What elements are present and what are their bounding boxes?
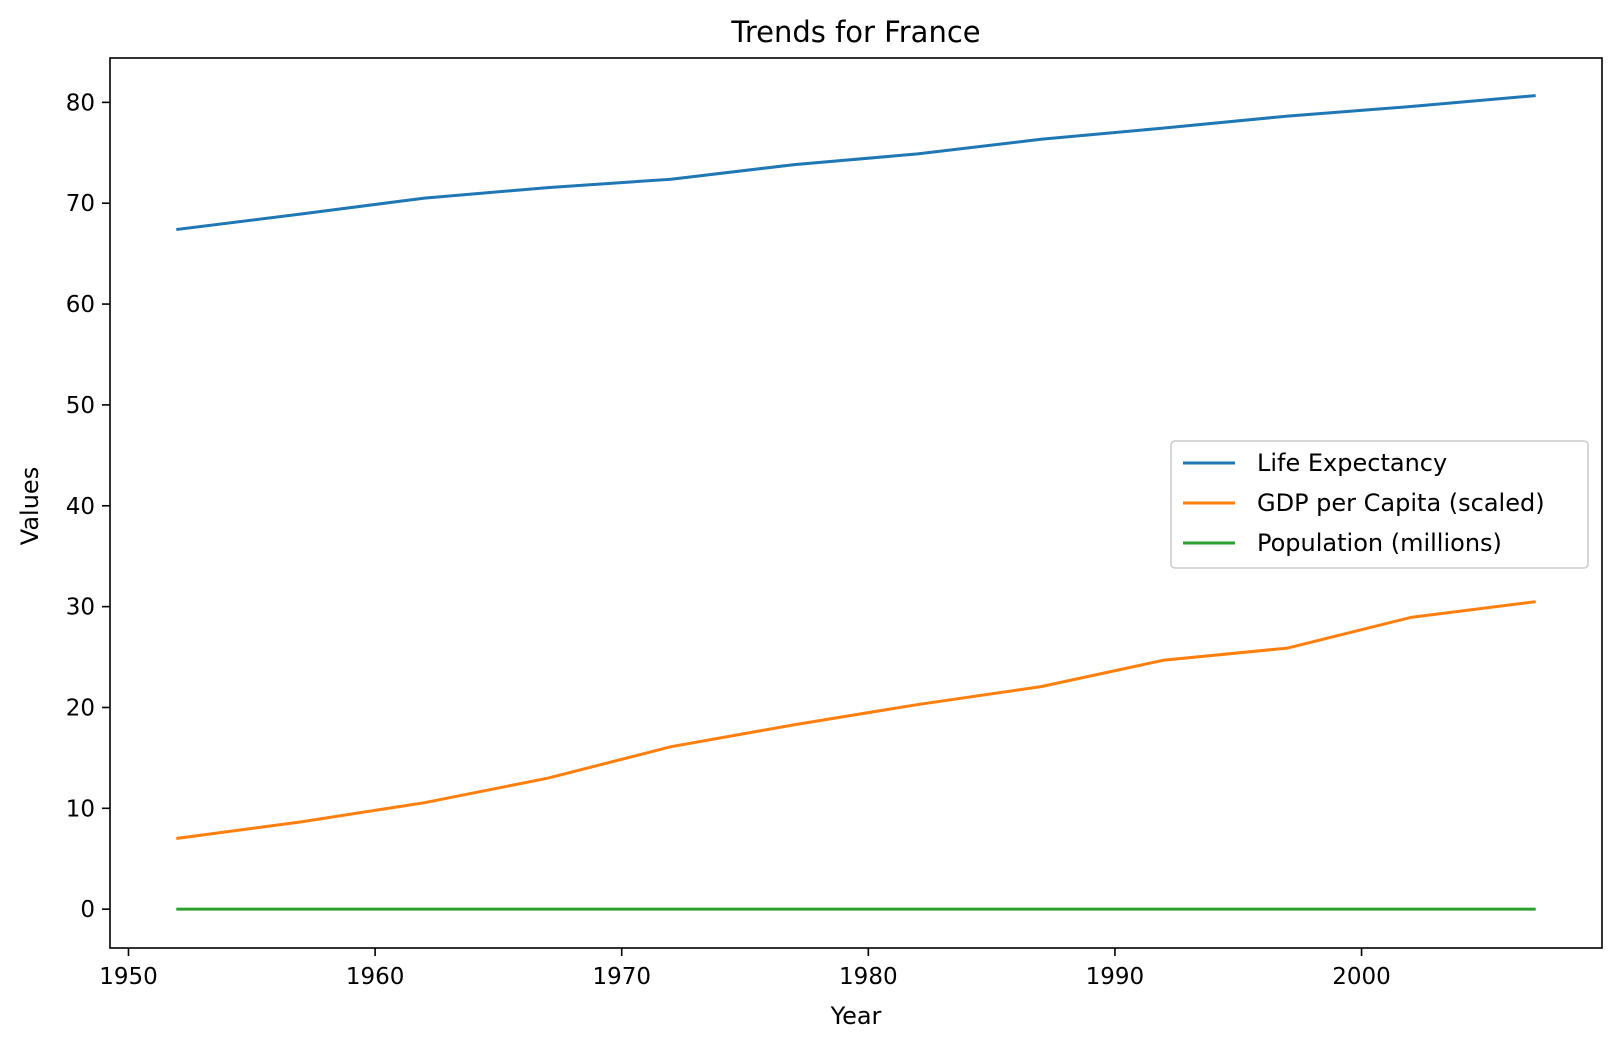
- legend-box: [1170, 440, 1589, 569]
- y-tick-label: 10: [66, 796, 95, 822]
- x-tick-label: 1970: [592, 964, 651, 990]
- series-line-2: [176, 600, 1536, 840]
- x-tick-label: 1950: [99, 964, 158, 990]
- axes-frame: [109, 57, 1603, 949]
- chart-title: Trends for France: [730, 15, 980, 49]
- x-tick-label: 1960: [346, 964, 405, 990]
- axes: 1950 1960 1970 1980 1990 2000 0 10 20 30 40 50 60 70 8…: [66, 57, 1603, 990]
- y-tick-label: 60: [66, 292, 95, 318]
- y-tick-label: 40: [66, 494, 95, 520]
- y-tick-label: 30: [66, 595, 95, 621]
- legend-label-2: GDP per Capita (scaled): [1257, 489, 1545, 517]
- legend-label-1: Life Expectancy: [1257, 449, 1447, 477]
- y-tick-label: 70: [66, 191, 95, 217]
- x-tick-label: 1980: [839, 964, 898, 990]
- y-tick-label: 80: [66, 90, 95, 116]
- y-axis-label: Values: [16, 467, 44, 545]
- x-tick-label: 1990: [1086, 964, 1145, 990]
- series-line-1: [176, 94, 1536, 232]
- y-tick-label: 50: [66, 393, 95, 419]
- x-tick-label: 2000: [1332, 964, 1391, 990]
- y-tick-label: 0: [80, 897, 95, 923]
- legend: Life Expectancy GDP per Capita (scaled) Po…: [1170, 440, 1589, 569]
- x-axis-label: Year: [830, 1002, 882, 1030]
- y-tick-label: 20: [66, 695, 95, 721]
- legend-label-3: Population (millions): [1257, 529, 1502, 557]
- plot-area: [176, 94, 1536, 911]
